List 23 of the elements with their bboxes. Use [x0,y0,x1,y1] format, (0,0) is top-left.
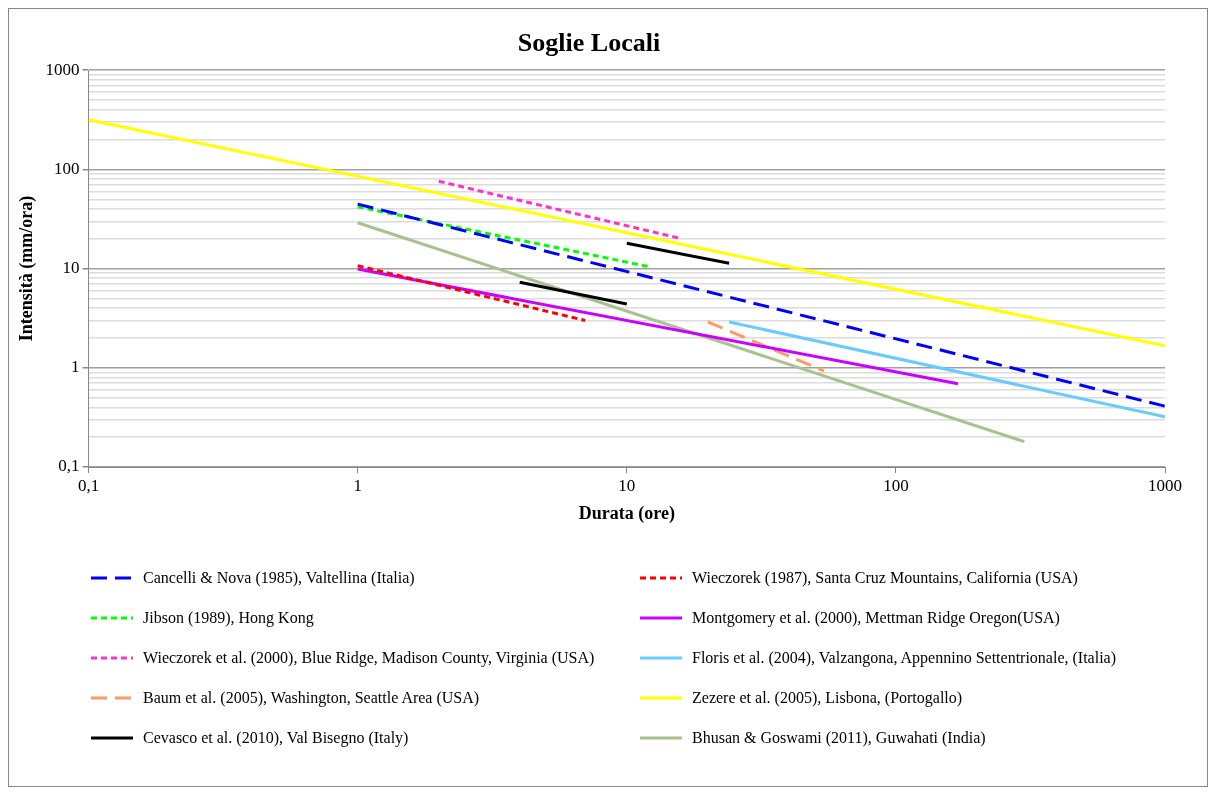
x-tick-label: 1 [353,475,362,495]
legend-label: Cevasco et al. (2010), Val Bisegno (Italy) [143,729,409,747]
y-axis-title: Intensità (mm/ora) [16,195,38,342]
legend-label: Wieczorek (1987), Santa Cruz Mountains, California (USA) [692,569,1078,587]
x-tick-label: 10 [618,475,636,495]
x-axis-title: Durata (ore) [578,502,675,524]
legend-label: Jibson (1989), Hong Kong [143,609,314,627]
chart-title: Soglie Locali [517,28,661,58]
y-tick-label: 1000 [45,59,80,79]
legend-label: Wieczorek et al. (2000), Blue Ridge, Madison County, Virginia (USA) [143,649,595,667]
x-tick-label: 1000 [1148,475,1182,495]
legend-label: Zezere et al. (2005), Lisbona, (Portogallo) [692,689,963,707]
legend-label: Bhusan & Goswami (2011), Guwahati (India) [692,729,986,747]
y-tick-label: 100 [54,158,80,178]
y-tick-label: 10 [62,258,80,278]
legend-label: Floris et al. (2004), Valzangona, Appennino Settentrionale, (Italia) [692,649,1117,667]
y-tick-label: 1 [71,357,80,377]
x-tick-label: 0,1 [77,475,100,495]
legend-label: Baum et al. (2005), Washington, Seattle Area (USA) [143,689,480,707]
y-tick-label: 0,1 [58,456,80,476]
legend-label: Cancelli & Nova (1985), Valtellina (Italia) [143,569,415,587]
legend-label: Montgomery et al. (2000), Mettman Ridge Oregon(USA) [692,609,1060,627]
x-tick-label: 100 [883,475,909,495]
